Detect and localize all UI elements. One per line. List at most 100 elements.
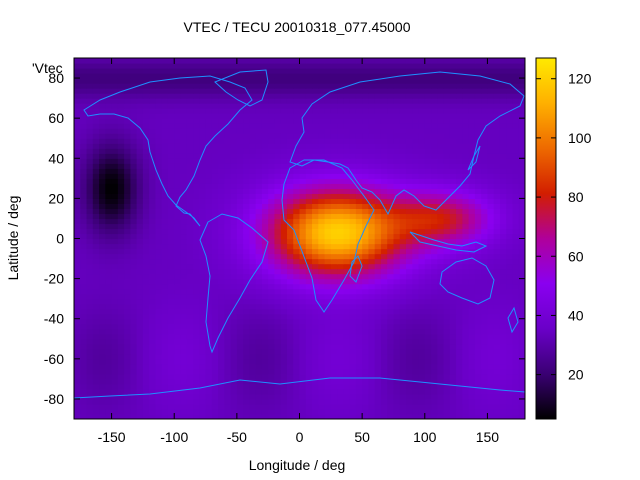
heatmap-cell — [474, 218, 482, 225]
heatmap-cell — [280, 178, 288, 184]
heatmap-cell — [124, 403, 131, 410]
heatmap-cell — [355, 188, 363, 194]
heatmap-cell — [74, 128, 81, 134]
heatmap-cell — [305, 258, 313, 265]
heatmap-cell — [355, 203, 363, 210]
heatmap-cell — [99, 218, 106, 225]
heatmap-cell — [243, 413, 250, 419]
heatmap-cell — [280, 133, 288, 139]
heatmap-cell — [86, 383, 94, 390]
heatmap-cell — [199, 198, 207, 204]
heatmap-cell — [193, 363, 200, 370]
heatmap-cell — [124, 188, 131, 194]
heatmap-cell — [330, 373, 338, 380]
heatmap-cell — [149, 108, 157, 114]
heatmap-cell — [380, 288, 388, 295]
heatmap-cell — [462, 363, 470, 370]
heatmap-cell — [124, 358, 131, 365]
heatmap-cell — [418, 393, 426, 400]
heatmap-cell — [243, 178, 250, 184]
heatmap-cell — [305, 88, 313, 94]
heatmap-cell — [149, 68, 157, 74]
heatmap-cell — [456, 353, 463, 360]
heatmap-cell — [80, 408, 88, 415]
heatmap-cell — [74, 93, 81, 99]
heatmap-cell — [330, 408, 338, 415]
heatmap-cell — [362, 178, 369, 184]
heatmap-cell — [493, 128, 501, 134]
heatmap-cell — [186, 413, 194, 419]
heatmap-cell — [199, 268, 207, 275]
heatmap-cell — [324, 108, 332, 114]
heatmap-cell — [211, 218, 219, 225]
heatmap-cell — [268, 263, 276, 270]
heatmap-cell — [149, 288, 157, 295]
heatmap-cell — [249, 313, 257, 320]
heatmap-cell — [318, 278, 326, 285]
heatmap-cell — [274, 318, 282, 325]
heatmap-cell — [418, 308, 426, 315]
heatmap-cell — [380, 328, 388, 335]
heatmap-cell — [318, 383, 326, 390]
heatmap-cell — [211, 348, 219, 355]
heatmap-cell — [193, 263, 200, 270]
heatmap-cell — [405, 118, 413, 124]
heatmap-cell — [230, 388, 238, 395]
heatmap-cell — [180, 213, 188, 220]
heatmap-cell — [218, 68, 225, 74]
heatmap-cell — [405, 88, 413, 94]
heatmap-cell — [424, 368, 432, 375]
heatmap-cell — [424, 88, 432, 94]
heatmap-cell — [305, 303, 313, 310]
heatmap-cell — [155, 83, 163, 89]
heatmap-cell — [481, 383, 489, 390]
heatmap-cell — [443, 348, 451, 355]
heatmap-cell — [205, 193, 213, 199]
heatmap-cell — [268, 333, 276, 340]
heatmap-cell — [105, 338, 113, 345]
heatmap-cell — [211, 313, 219, 320]
heatmap-cell — [186, 343, 194, 350]
heatmap-cell — [449, 413, 457, 419]
heatmap-cell — [167, 348, 175, 355]
heatmap-cell — [412, 158, 420, 164]
heatmap-cell — [205, 403, 213, 410]
heatmap-cell — [230, 113, 238, 119]
heatmap-cell — [368, 83, 376, 89]
heatmap-cell — [230, 218, 238, 225]
heatmap-cell — [161, 203, 169, 210]
heatmap-cell — [161, 148, 169, 154]
heatmap-cell — [205, 258, 213, 265]
heatmap-cell — [493, 388, 501, 395]
heatmap-cell — [74, 263, 81, 270]
heatmap-cell — [80, 233, 88, 240]
heatmap-cell — [92, 408, 100, 415]
heatmap-cell — [124, 373, 131, 380]
heatmap-cell — [412, 283, 420, 290]
heatmap-cell — [186, 228, 194, 235]
heatmap-cell — [462, 328, 470, 335]
heatmap-cell — [186, 248, 194, 255]
heatmap-cell — [330, 188, 338, 194]
heatmap-cell — [487, 398, 495, 405]
heatmap-cell — [362, 303, 369, 310]
heatmap-cell — [80, 393, 88, 400]
heatmap-cell — [343, 293, 351, 300]
heatmap-cell — [474, 308, 482, 315]
heatmap-cell — [343, 208, 351, 215]
heatmap-cell — [186, 273, 194, 280]
heatmap-cell — [193, 228, 200, 235]
heatmap-cell — [274, 143, 282, 149]
heatmap-cell — [399, 163, 407, 169]
heatmap-cell — [474, 113, 482, 119]
heatmap-cell — [111, 203, 119, 210]
heatmap-cell — [362, 103, 369, 109]
heatmap-cell — [105, 188, 113, 194]
heatmap-cell — [462, 408, 470, 415]
heatmap-cell — [474, 173, 482, 179]
heatmap-cell — [318, 253, 326, 260]
heatmap-cell — [499, 333, 507, 340]
heatmap-cell — [355, 393, 363, 400]
heatmap-cell — [80, 403, 88, 410]
heatmap-cell — [449, 133, 457, 139]
